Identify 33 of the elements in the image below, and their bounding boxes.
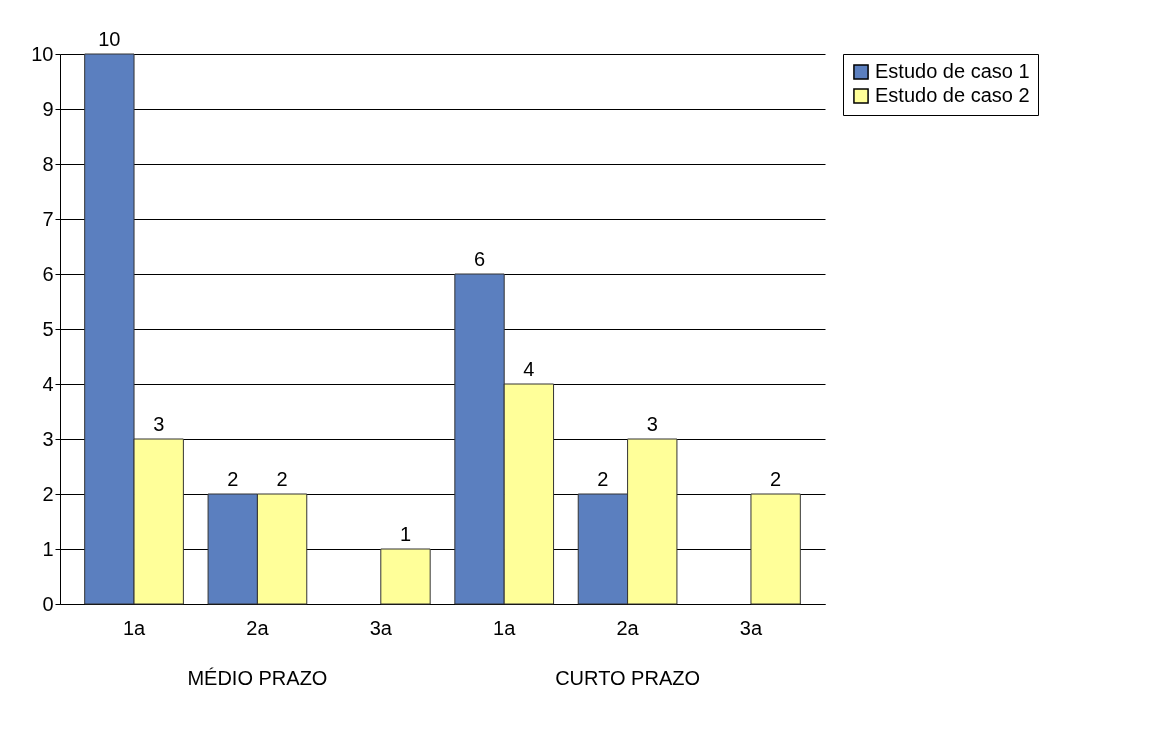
data-label: 2 (276, 468, 288, 490)
data-label: 4 (523, 358, 535, 380)
text: MÉDIO PRAZO (187, 667, 328, 689)
bar (380, 548, 431, 605)
data-label: 2 (227, 468, 239, 490)
x-tick-label: 3a (369, 616, 393, 639)
y-tick-label: 8 (42, 152, 54, 175)
y-tick-label: 6 (42, 262, 54, 285)
text: CURTO PRAZO (555, 667, 700, 689)
x-tick-label: 1a (122, 616, 147, 639)
legend-label: Estudo de caso 2 (875, 84, 1030, 106)
y-tick-label: 1 (42, 537, 54, 560)
y-tick-label: 5 (42, 317, 54, 340)
y-tick-label: 3 (42, 427, 54, 450)
data-label: 3 (153, 413, 165, 435)
y-tick-label: 4 (42, 372, 54, 395)
x-tick-label: 3a (739, 616, 763, 639)
y-tick-label: 2 (42, 482, 54, 505)
y-tick-label: 0 (42, 592, 54, 615)
data-label: 6 (473, 248, 486, 270)
bar (750, 493, 801, 605)
data-label: 3 (646, 413, 658, 435)
x-tick-label: 2a (246, 616, 270, 639)
y-tick-label: 9 (42, 97, 54, 120)
data-label: 2 (770, 468, 782, 490)
y-tick-label: 7 (42, 207, 54, 230)
legend-label: Estudo de caso 1 (875, 60, 1030, 82)
x-tick-label: 1a (493, 616, 517, 639)
data-label: 1 (399, 523, 412, 545)
x-tick-label: 2a (616, 616, 640, 639)
data-label: 10 (98, 28, 121, 50)
y-tick-label: 10 (31, 42, 54, 65)
data-label: 2 (597, 468, 609, 490)
